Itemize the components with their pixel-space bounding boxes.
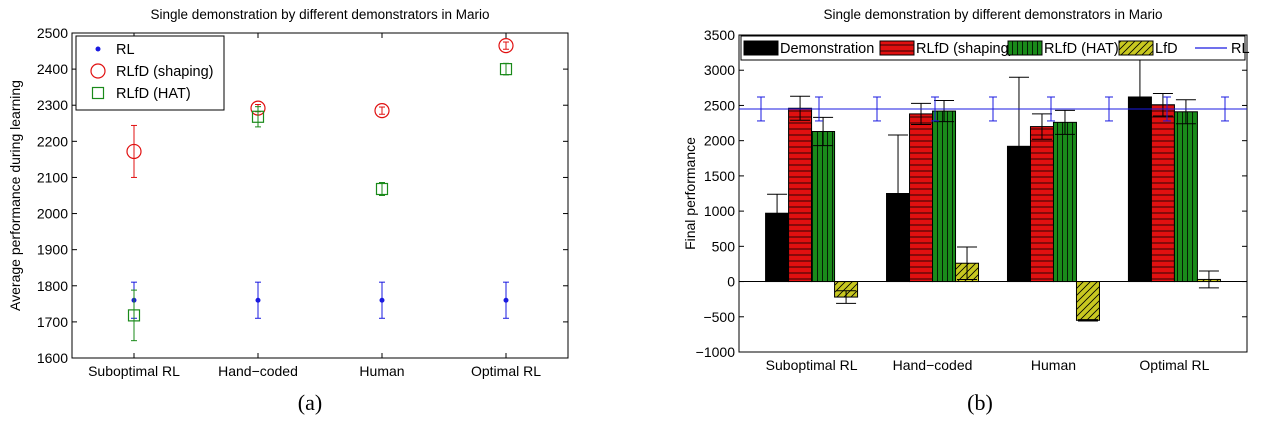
bar-rlfd-hat- — [1052, 121, 1077, 283]
data-point-hat — [375, 182, 389, 196]
legend-box — [740, 35, 1246, 61]
legend-label: Demonstration — [780, 41, 874, 57]
data-point-shaping — [498, 38, 514, 54]
y-tick-label: 1000 — [704, 203, 735, 219]
legend-label: RLfD (shaping) — [916, 41, 1014, 57]
y-axis-label: Final performance — [682, 137, 698, 250]
bar-rlfd-hat- — [1173, 111, 1198, 283]
legend-swatch — [1007, 40, 1043, 56]
bar-rlfd-shaping- — [909, 113, 934, 283]
data-point-shaping — [126, 143, 142, 160]
y-tick-label: 2500 — [704, 97, 735, 113]
y-tick-label: 1800 — [37, 278, 68, 294]
y-tick-label: 3000 — [704, 62, 735, 78]
caption-a: (a) — [298, 390, 322, 415]
bar-rlfd-shaping- — [788, 107, 813, 283]
y-tick-label: 0 — [727, 274, 735, 290]
bar-rlfd-shaping- — [1029, 126, 1054, 283]
chart-title: Single demonstration by different demons… — [824, 7, 1163, 22]
legend-swatch — [879, 40, 915, 56]
data-point-rl — [503, 297, 509, 303]
caption-b: (b) — [967, 390, 993, 415]
x-tick-label: Human — [359, 363, 404, 379]
y-tick-label: 2100 — [37, 169, 68, 185]
legend-label: RL — [1231, 41, 1250, 57]
data-point-shaping — [374, 103, 390, 119]
y-tick-label: 2400 — [37, 61, 68, 77]
y-tick-label: 500 — [712, 238, 736, 254]
x-tick-label: Human — [1031, 357, 1076, 373]
bar-rlfd-shaping- — [1150, 104, 1175, 283]
legend-box — [75, 35, 225, 111]
x-tick-label: Optimal RL — [471, 363, 541, 379]
bar-lfd — [1075, 281, 1100, 321]
data-point-hat — [499, 63, 513, 76]
y-tick-label: 1500 — [704, 168, 735, 184]
x-tick-label: Suboptimal RL — [88, 363, 180, 379]
data-point-hat — [251, 110, 265, 123]
legend-swatch — [743, 40, 779, 56]
y-axis-label: Average performance during learning — [7, 80, 23, 311]
chart-a: Single demonstration by different demons… — [7, 7, 569, 379]
y-tick-label: 3500 — [704, 27, 735, 43]
legend-marker-rl — [95, 46, 101, 52]
y-tick-label: 1900 — [37, 242, 68, 258]
x-tick-label: Hand−coded — [218, 363, 298, 379]
y-tick-label: −500 — [703, 309, 735, 325]
y-tick-label: 2500 — [37, 25, 68, 41]
x-tick-label: Suboptimal RL — [766, 357, 858, 373]
legend-marker-shaping — [90, 63, 106, 79]
legend-swatch — [1118, 40, 1154, 56]
x-tick-label: Hand−coded — [893, 357, 973, 373]
y-tick-label: 2200 — [37, 133, 68, 149]
legend-marker-hat — [91, 86, 105, 100]
chart-title: Single demonstration by different demons… — [151, 7, 490, 22]
plot-frame — [738, 34, 1248, 353]
y-tick-label: 1600 — [37, 350, 68, 366]
data-point-hat — [127, 309, 141, 322]
y-tick-label: 2000 — [704, 133, 735, 149]
y-tick-label: −1000 — [696, 344, 736, 360]
bar-rlfd-hat- — [811, 131, 836, 283]
data-point-rl — [379, 297, 385, 303]
y-tick-label: 1700 — [37, 314, 68, 330]
x-tick-label: Optimal RL — [1139, 357, 1209, 373]
legend-label: RLfD (shaping) — [116, 64, 214, 80]
legend-label: RLfD (HAT) — [116, 86, 191, 102]
data-point-rl — [255, 297, 261, 303]
legend-label: RLfD (HAT) — [1044, 41, 1119, 57]
chart-b: Single demonstration by different demons… — [682, 7, 1250, 373]
y-tick-label: 2300 — [37, 97, 68, 113]
legend-label: LfD — [1155, 41, 1178, 57]
bar-rlfd-hat- — [932, 110, 957, 283]
legend-label: RL — [116, 42, 135, 58]
y-tick-label: 2000 — [37, 206, 68, 222]
plot-frame — [71, 32, 569, 359]
